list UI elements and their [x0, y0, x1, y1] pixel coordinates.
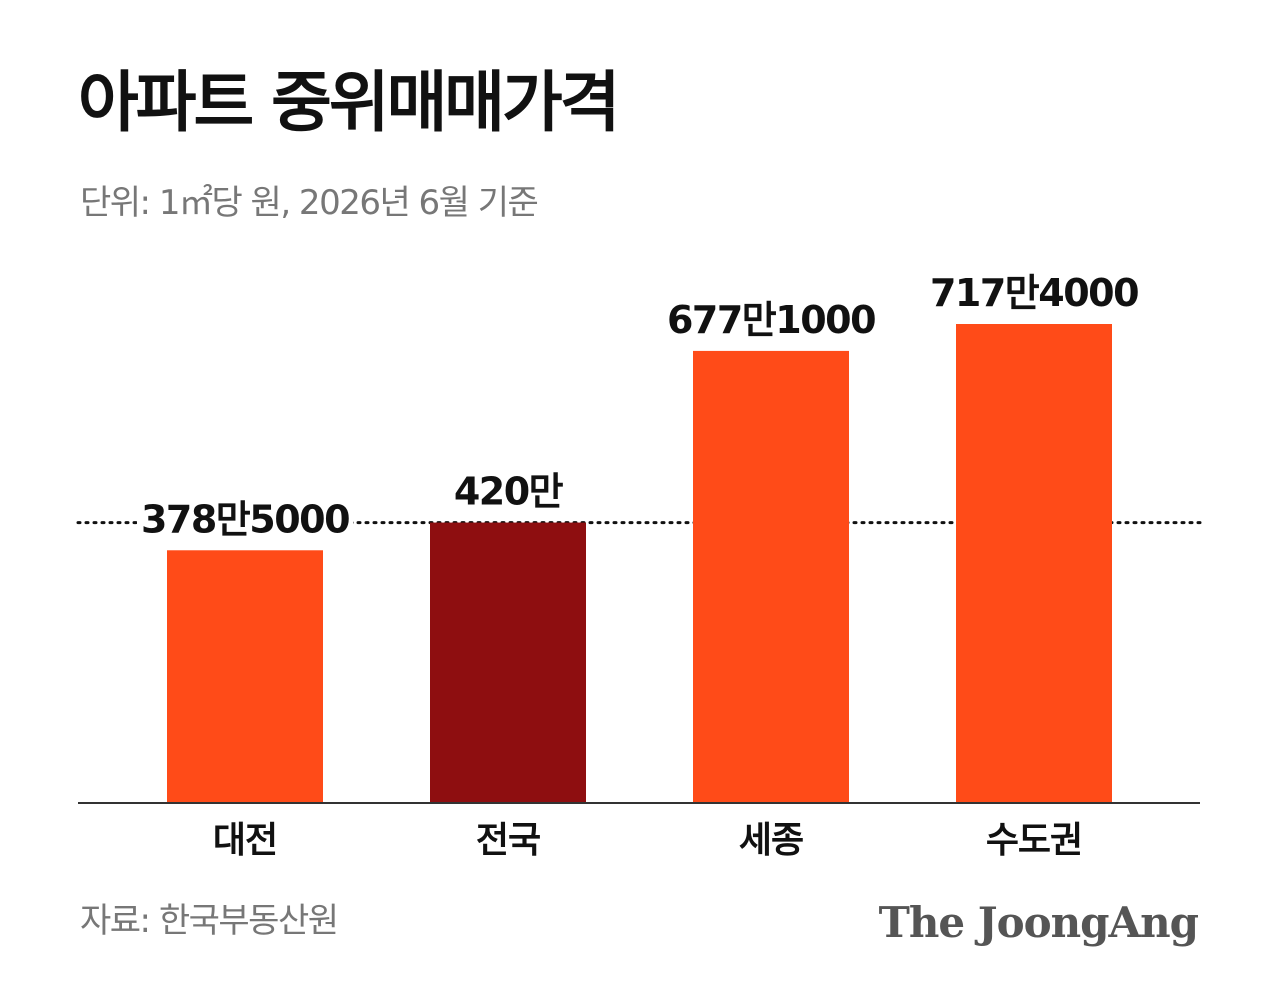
chart-subtitle: 단위: 1㎡당 원, 2026년 6월 기준: [80, 183, 539, 223]
data-label-1: 378만5000: [141, 497, 349, 541]
data-label-bg-4: [926, 266, 1142, 316]
data-label-2: 420만: [454, 470, 564, 514]
category-label-2: 전국: [476, 820, 540, 861]
data-label-3: 677만1000: [667, 298, 875, 342]
category-label-1: 대전: [213, 820, 277, 861]
bar-3: [693, 350, 849, 803]
category-label-4: 수도권: [986, 820, 1082, 861]
category-label-3: 세종: [739, 820, 803, 861]
data-label-bg-3: [663, 292, 879, 343]
bar-1: [167, 550, 323, 803]
source-note: 자료: 한국부동산원: [80, 901, 339, 941]
chart-title: 아파트 중위매매가격: [78, 64, 620, 141]
data-label-4: 717만4000: [930, 271, 1138, 315]
data-label-bg-1: [137, 492, 353, 543]
bar-2: [430, 522, 586, 803]
data-label-bg-2: [400, 464, 616, 515]
publisher-logo: The JoongAng: [878, 898, 1199, 947]
bar-4: [956, 324, 1112, 803]
